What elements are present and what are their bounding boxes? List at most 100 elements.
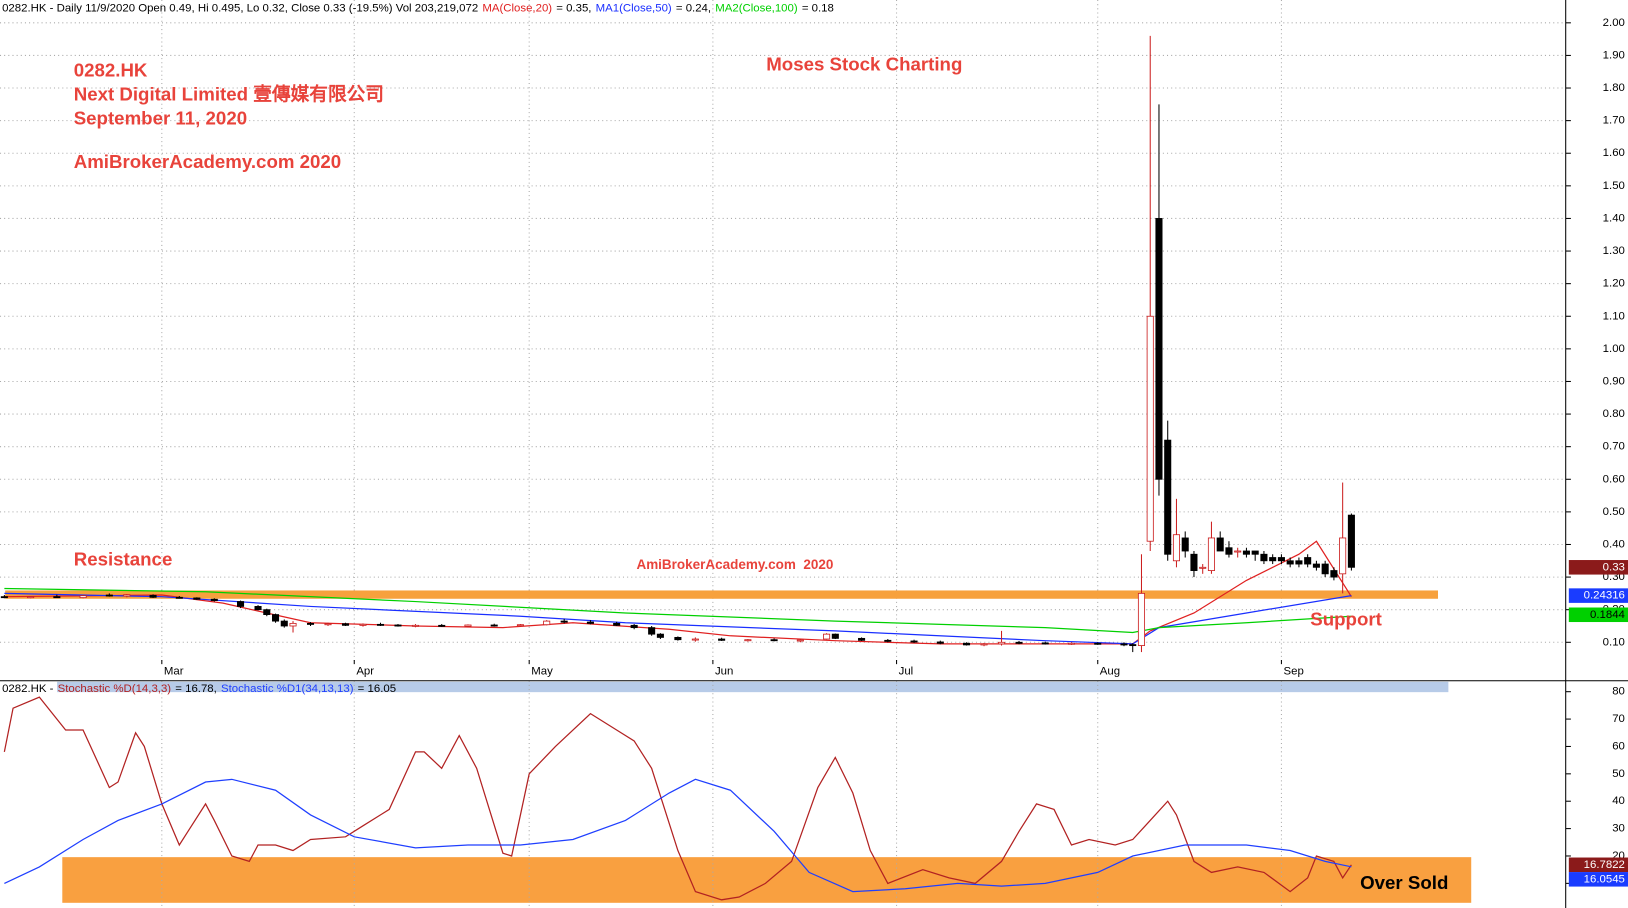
candle-body: [175, 596, 183, 599]
candle-body: [1312, 563, 1320, 568]
candle-body: [149, 594, 157, 598]
legend-name: MA(Close,20): [482, 2, 552, 14]
x-tick-label: Jul: [899, 665, 914, 677]
candle-body: [648, 627, 656, 635]
candle-body: [858, 637, 866, 641]
candle-body: [1181, 537, 1189, 552]
candle-body: [1242, 550, 1250, 555]
value-tag-label: 0.1844: [1590, 609, 1626, 621]
y-tick-label: 1.10: [1603, 310, 1625, 322]
candle-body: [411, 624, 420, 627]
legend-name: Stochastic %D(14,3,3): [58, 683, 172, 695]
y-tick-label: 2.00: [1603, 17, 1625, 29]
candle-body: [341, 623, 350, 626]
y-tick-label: 1.30: [1603, 245, 1625, 257]
candle-body: [237, 601, 245, 607]
x-tick-label: Sep: [1284, 665, 1304, 677]
oversold-zone: [62, 857, 1472, 903]
value-tag: [1568, 560, 1628, 575]
y-tick-label: 40: [1612, 795, 1625, 807]
y-tick-label: 30: [1612, 823, 1625, 835]
candle-body: [394, 624, 402, 627]
candle-body: [324, 623, 332, 626]
header-text: 0282.HK -: [2, 683, 54, 695]
y-tick-label: 0.80: [1603, 408, 1625, 420]
y-tick-label: 0.60: [1603, 473, 1625, 485]
value-tag-label: 16.0545: [1584, 873, 1625, 885]
value-tag-label: 0.33: [1603, 561, 1625, 573]
candle-body: [1190, 553, 1198, 571]
candle-body: [1207, 537, 1215, 571]
candle-body: [1094, 642, 1102, 645]
y-tick-label: 1.80: [1603, 82, 1625, 94]
y-tick-label: 0.30: [1603, 571, 1625, 583]
x-tick-label: Jun: [715, 665, 733, 677]
annotation: Support: [1310, 608, 1382, 629]
candle-body: [691, 638, 699, 641]
candle-body: [796, 639, 804, 642]
candle-body: [123, 594, 131, 597]
candle-body: [1146, 315, 1154, 542]
y-tick-label: 50: [1612, 768, 1625, 780]
x-tick-label: May: [531, 665, 553, 677]
candle-body: [516, 624, 524, 627]
candle-body: [464, 624, 472, 627]
candle-body: [1129, 644, 1137, 647]
annotation: AmiBrokerAcademy.com 2020: [636, 557, 833, 572]
candle-body: [613, 622, 621, 626]
candle-body: [1015, 641, 1023, 644]
line-series: [4, 778, 1352, 893]
x-tick-label: Aug: [1100, 665, 1120, 677]
value-tag: [1568, 857, 1628, 873]
candle-body: [79, 595, 87, 599]
candle-body: [674, 636, 682, 641]
candle-body: [53, 596, 61, 599]
y-tick-label: 1.60: [1603, 147, 1625, 159]
annotation: Next Digital Limited 壹傳媒有限公司: [74, 83, 384, 104]
header-text: 0282.HK - Daily 11/9/2020 Open 0.49, Hi …: [2, 2, 478, 14]
y-tick-label: 70: [1612, 713, 1625, 725]
candle-body: [744, 639, 752, 642]
candle-body: [884, 639, 892, 642]
y-tick-label: 60: [1612, 740, 1625, 752]
y-tick-label: 0.90: [1603, 375, 1625, 387]
y-tick-label: 1.70: [1603, 115, 1625, 127]
candle-body: [1120, 643, 1128, 646]
legend-value: = 0.18: [802, 2, 834, 14]
legend-value: = 0.35,: [556, 2, 591, 14]
candle-body: [271, 614, 280, 622]
candle-body: [306, 622, 315, 625]
candle-body: [1155, 218, 1163, 480]
y-tick-label: 20: [1612, 850, 1625, 862]
candle-body: [105, 594, 113, 597]
candle-body: [1260, 553, 1268, 562]
candle-body: [718, 638, 726, 641]
value-tag-label: 16.7822: [1584, 859, 1625, 871]
candle-body: [280, 620, 288, 627]
legend-value: = 0.24,: [676, 2, 711, 14]
line-series: [4, 587, 1352, 634]
candle-body: [1199, 566, 1207, 569]
value-tag: [1568, 607, 1628, 623]
candle-body: [1225, 547, 1233, 555]
legend-value: = 16.78,: [175, 683, 217, 695]
value-tag: [1568, 872, 1628, 887]
annotation: Over Sold: [1360, 872, 1448, 893]
candle-body: [1330, 570, 1338, 578]
candle-body: [27, 596, 35, 599]
candle-body: [263, 609, 271, 615]
legend-value: = 16.05: [358, 683, 396, 695]
candle-body: [997, 641, 1006, 645]
header: 0282.HK - Daily 11/9/2020 Open 0.49, Hi …: [2, 2, 834, 14]
candle-body: [963, 642, 971, 646]
candle-body: [1172, 534, 1180, 562]
x-tick-label: Apr: [356, 665, 374, 677]
y-tick-label: 1.40: [1603, 212, 1625, 224]
y-tick-label: 1.00: [1603, 343, 1625, 355]
candle-body: [586, 621, 594, 624]
candle-body: [210, 598, 218, 601]
candle-body: [823, 633, 831, 640]
candle-body: [630, 624, 638, 629]
candle-body: [1347, 514, 1355, 568]
legend-name: Stochastic %D1(34,13,13): [221, 683, 354, 695]
